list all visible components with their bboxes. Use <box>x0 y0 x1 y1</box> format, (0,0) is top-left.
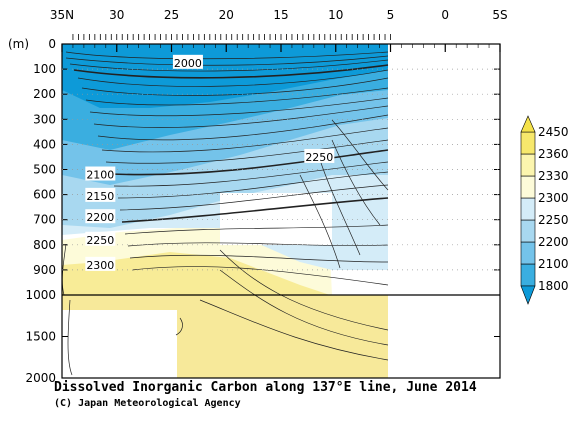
band-above-2360 <box>62 252 330 295</box>
colorbar-swatch <box>520 153 536 177</box>
x-tick-label: 30 <box>109 8 124 22</box>
x-axis: 35N 30 25 20 15 10 5 0 5S <box>50 8 508 52</box>
y-tick-label: 0 <box>48 37 56 51</box>
band-2250 <box>62 105 388 228</box>
contour-label: 2250 <box>305 151 333 164</box>
chart-credit: (C) Japan Meteorological Agency <box>54 398 241 409</box>
y-tick-label: 1500 <box>25 330 56 344</box>
band-1800 <box>62 44 388 108</box>
contour-label: 2100 <box>86 169 114 182</box>
colorbar-label: 2450 <box>538 125 569 139</box>
colorbar-label: 2200 <box>538 235 569 249</box>
y-tick-label: 500 <box>33 163 56 177</box>
contour-fill-layer <box>62 44 500 378</box>
blank-region-1 <box>220 193 332 245</box>
contour-label-bg <box>172 54 203 69</box>
colorbar-swatch <box>520 175 536 199</box>
y-tick-label: 900 <box>33 263 56 277</box>
contour-label: 2200 <box>86 211 114 224</box>
y-axis-unit: (m) <box>8 37 29 51</box>
contour-label-bg <box>85 166 116 181</box>
x-tick-label: 25 <box>164 8 179 22</box>
blank-region-3 <box>332 270 388 295</box>
contour-label-bg <box>85 209 116 224</box>
x-tick-label: 35N <box>50 8 74 22</box>
chart-title: Dissolved Inorganic Carbon along 137°E l… <box>54 380 477 395</box>
colorbar-label: 1800 <box>538 279 569 293</box>
y-axis: 0 100 200 300 400 500 600 700 800 900 1000 1500 2000 <box>25 37 500 385</box>
y-tick-label: 2000 <box>25 371 56 385</box>
y-tick-label: 300 <box>33 112 56 126</box>
blank-region-right <box>388 44 500 378</box>
y-tick-label: 400 <box>33 137 56 151</box>
colorbar-label: 2330 <box>538 169 569 183</box>
colorbar-top-arrow <box>520 115 536 133</box>
blank-region-2 <box>62 310 177 378</box>
colorbar-bottom-arrow <box>520 285 536 305</box>
colorbar-label: 2360 <box>538 147 569 161</box>
contour-label-bg <box>304 148 335 163</box>
colorbar-swatch <box>520 263 536 287</box>
x-tick-label: 10 <box>328 8 343 22</box>
colorbar-label: 2100 <box>538 257 569 271</box>
colorbar-swatch <box>520 241 536 265</box>
y-tick-label: 700 <box>33 213 56 227</box>
contour-label-bg <box>85 231 116 246</box>
contour-label-layer: 2000 2100 2150 2200 2250 2300 2250 <box>85 54 335 272</box>
band-2200 <box>62 78 388 185</box>
x-tick-label: 0 <box>441 8 449 22</box>
contour-label: 2300 <box>86 259 114 272</box>
x-tick-label: 15 <box>273 8 288 22</box>
x-tick-label: 20 <box>219 8 234 22</box>
contour-lines <box>62 51 389 376</box>
colorbar-label: 2250 <box>538 213 569 227</box>
y-tick-label: 600 <box>33 188 56 202</box>
contour-label-bg <box>85 187 116 202</box>
y-tick-label: 1000 <box>25 288 56 302</box>
x-tick-label: 5 <box>387 8 395 22</box>
colorbar: 1800 2100 2200 2250 2300 2330 2360 2450 <box>520 115 569 305</box>
contour-label-bg <box>85 256 116 271</box>
colorbar-swatch <box>520 197 536 221</box>
contour-label: 2150 <box>86 190 114 203</box>
contour-label: 2250 <box>86 234 114 247</box>
x-tick-label: 5S <box>492 8 507 22</box>
colorbar-swatch <box>520 131 536 155</box>
colorbar-swatch <box>520 219 536 243</box>
y-tick-label: 200 <box>33 87 56 101</box>
y-tick-label: 800 <box>33 238 56 252</box>
y-tick-label: 100 <box>33 62 56 76</box>
colorbar-label: 2300 <box>538 191 569 205</box>
contour-label: 2000 <box>174 57 202 70</box>
